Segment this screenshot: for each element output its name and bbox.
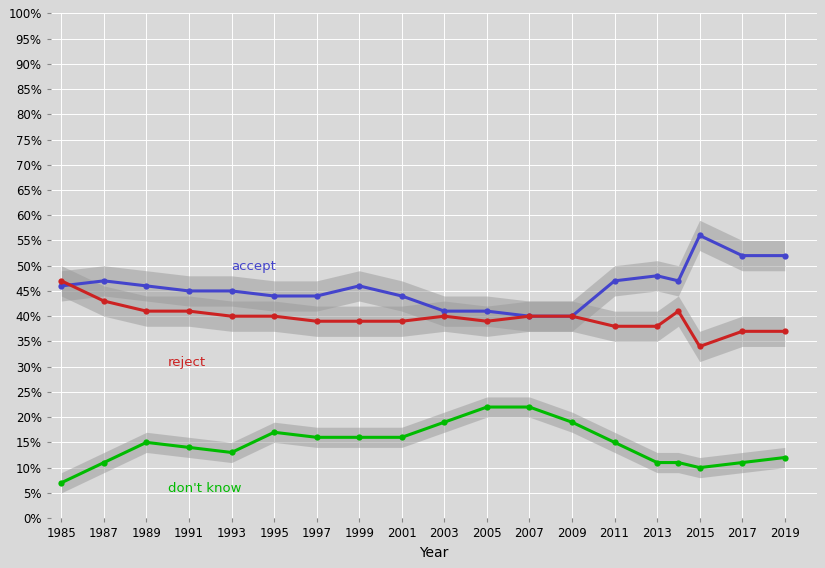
Text: don't know: don't know [167, 482, 241, 495]
X-axis label: Year: Year [419, 546, 449, 559]
Text: accept: accept [232, 260, 276, 273]
Text: reject: reject [167, 356, 206, 369]
